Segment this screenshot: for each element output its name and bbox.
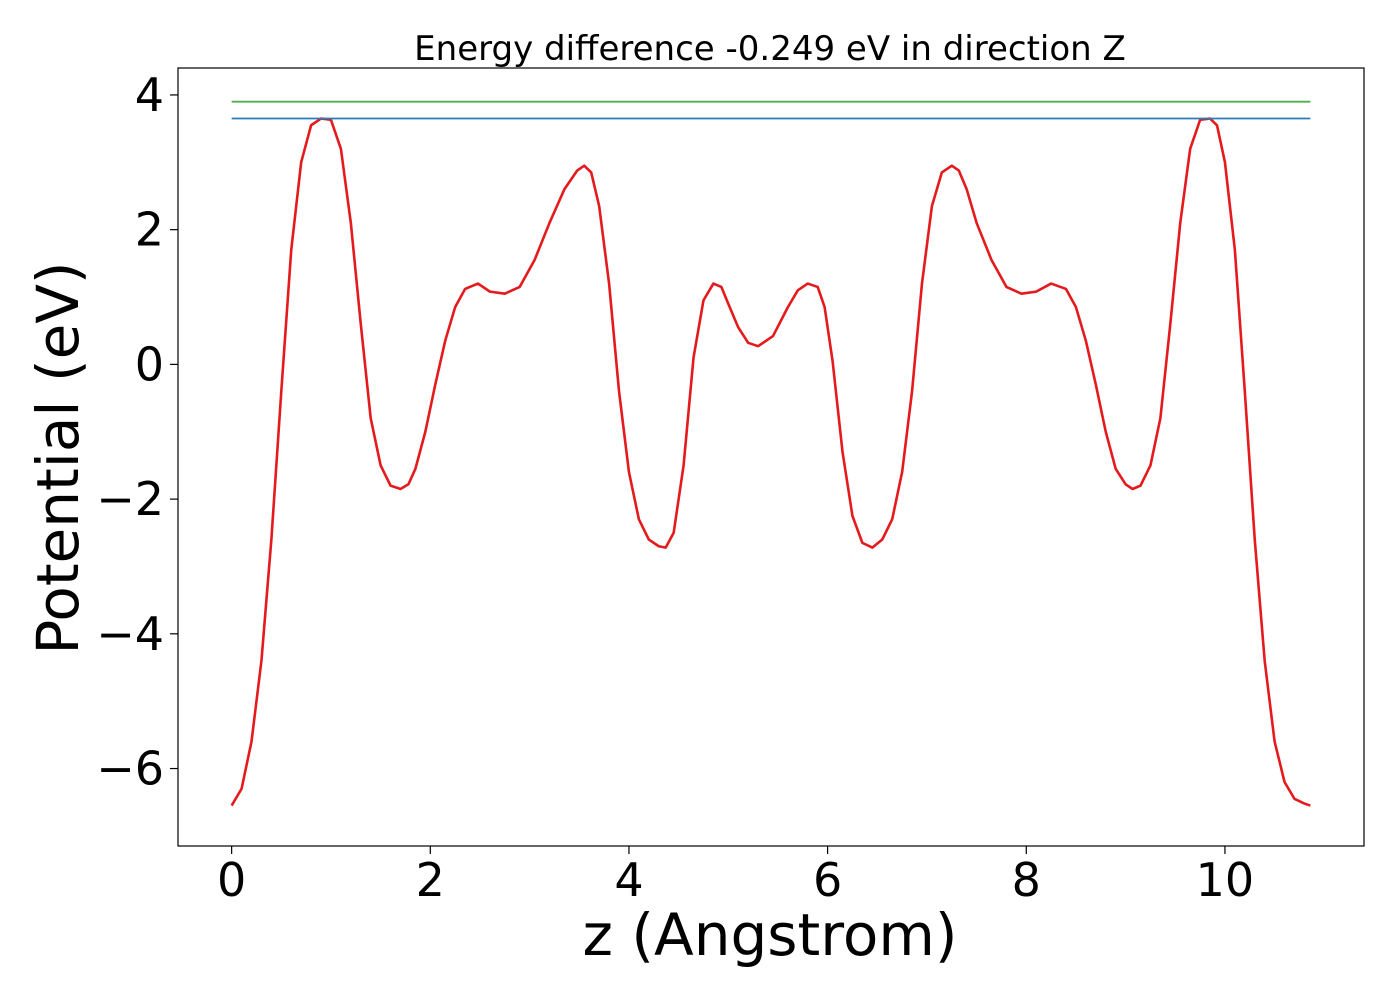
y-axis-label: Potential (eV): [24, 261, 92, 654]
y-tick-label: 2: [135, 203, 164, 257]
chart-title: Energy difference -0.249 eV in direction…: [414, 29, 1126, 69]
series-group: [230, 100, 1311, 807]
x-tick-label: 0: [217, 853, 246, 907]
plot-frame: [177, 67, 1365, 847]
x-tick-label: 6: [813, 853, 842, 907]
x-tick-label: 10: [1196, 853, 1255, 907]
x-tick-label: 4: [614, 853, 643, 907]
y-tick-label: −6: [96, 742, 164, 796]
y-tick-label: 4: [135, 68, 164, 122]
plot-area: [177, 67, 1365, 847]
x-axis-ticks: 0 2 4 6 8 10: [217, 846, 1254, 907]
x-tick-label: 2: [416, 853, 445, 907]
y-tick-label: −2: [96, 472, 164, 526]
y-axis-ticks: 4 2 0 −2 −4 −6: [96, 68, 178, 796]
x-axis-label: z (Angstrom): [583, 901, 958, 969]
series-line-0: [230, 117, 1311, 807]
y-tick-label: 0: [135, 337, 164, 391]
y-tick-label: −4: [96, 607, 164, 661]
x-tick-label: 8: [1012, 853, 1041, 907]
